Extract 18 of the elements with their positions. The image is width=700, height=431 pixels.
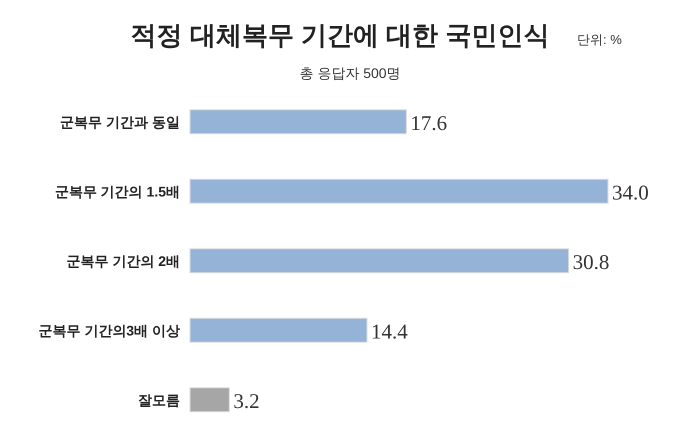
data-label: 30.8 — [572, 250, 610, 274]
text: 단위: % — [577, 32, 622, 47]
y-tick-label: 군복무 기간의 2배 — [66, 252, 180, 269]
chart-title: 적정 대체복무 기간에 대한 국민인식 — [130, 20, 550, 50]
bar — [190, 318, 368, 343]
y-tick-label: 군복무 기간과 동일 — [60, 114, 180, 130]
bar — [190, 248, 570, 274]
y-tick-label: 군복무 기간의3배 이상 — [38, 322, 180, 338]
bar — [190, 178, 608, 204]
y-tick-label: 잘모름 — [138, 392, 180, 408]
data-label: 14.4 — [371, 319, 408, 344]
data-label: 17.6 — [410, 110, 448, 135]
y-tick-label: 군복무 기간의 1.5배 — [54, 183, 180, 200]
data-label: 3.2 — [233, 388, 260, 413]
data-label: 34.0 — [612, 180, 649, 204]
bar — [190, 387, 230, 412]
bar — [190, 109, 407, 134]
chart-subtitle: 총 응답자 500명 — [299, 65, 401, 81]
